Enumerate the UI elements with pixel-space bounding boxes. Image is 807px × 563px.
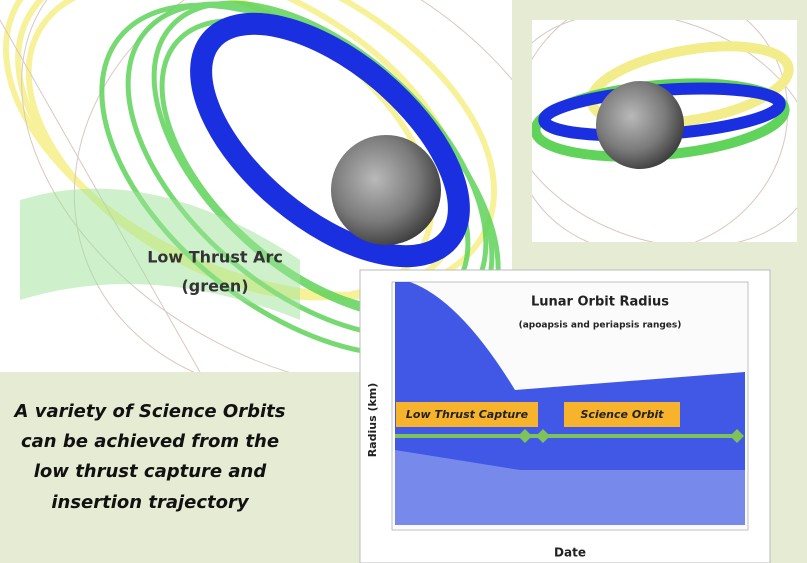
caption-line: can be achieved from the [21, 431, 279, 452]
x-axis-label: Date [554, 546, 586, 560]
y-axis-label: Radius (km) [366, 383, 379, 458]
caption-line: A variety of Science Orbits [13, 401, 286, 422]
chart-title: Lunar Orbit Radius [531, 295, 669, 310]
chart-subtitle: (apoapsis and periapsis ranges) [519, 321, 682, 331]
orbit-label: Low Thrust Arc [147, 248, 283, 267]
chart-panel: Lunar Orbit Radius (apoapsis and periaps… [360, 270, 770, 563]
caption-line: insertion trajectory [51, 492, 250, 513]
caption-line: low thrust capture and [34, 461, 268, 482]
phase-label: Low Thrust Capture [406, 408, 529, 421]
orbit-label-note: (green) [181, 277, 248, 296]
phase-label: Science Orbit [581, 408, 665, 421]
slide: Low Thrust Arc (green) Lunar Orbit Radiu… [0, 0, 807, 563]
